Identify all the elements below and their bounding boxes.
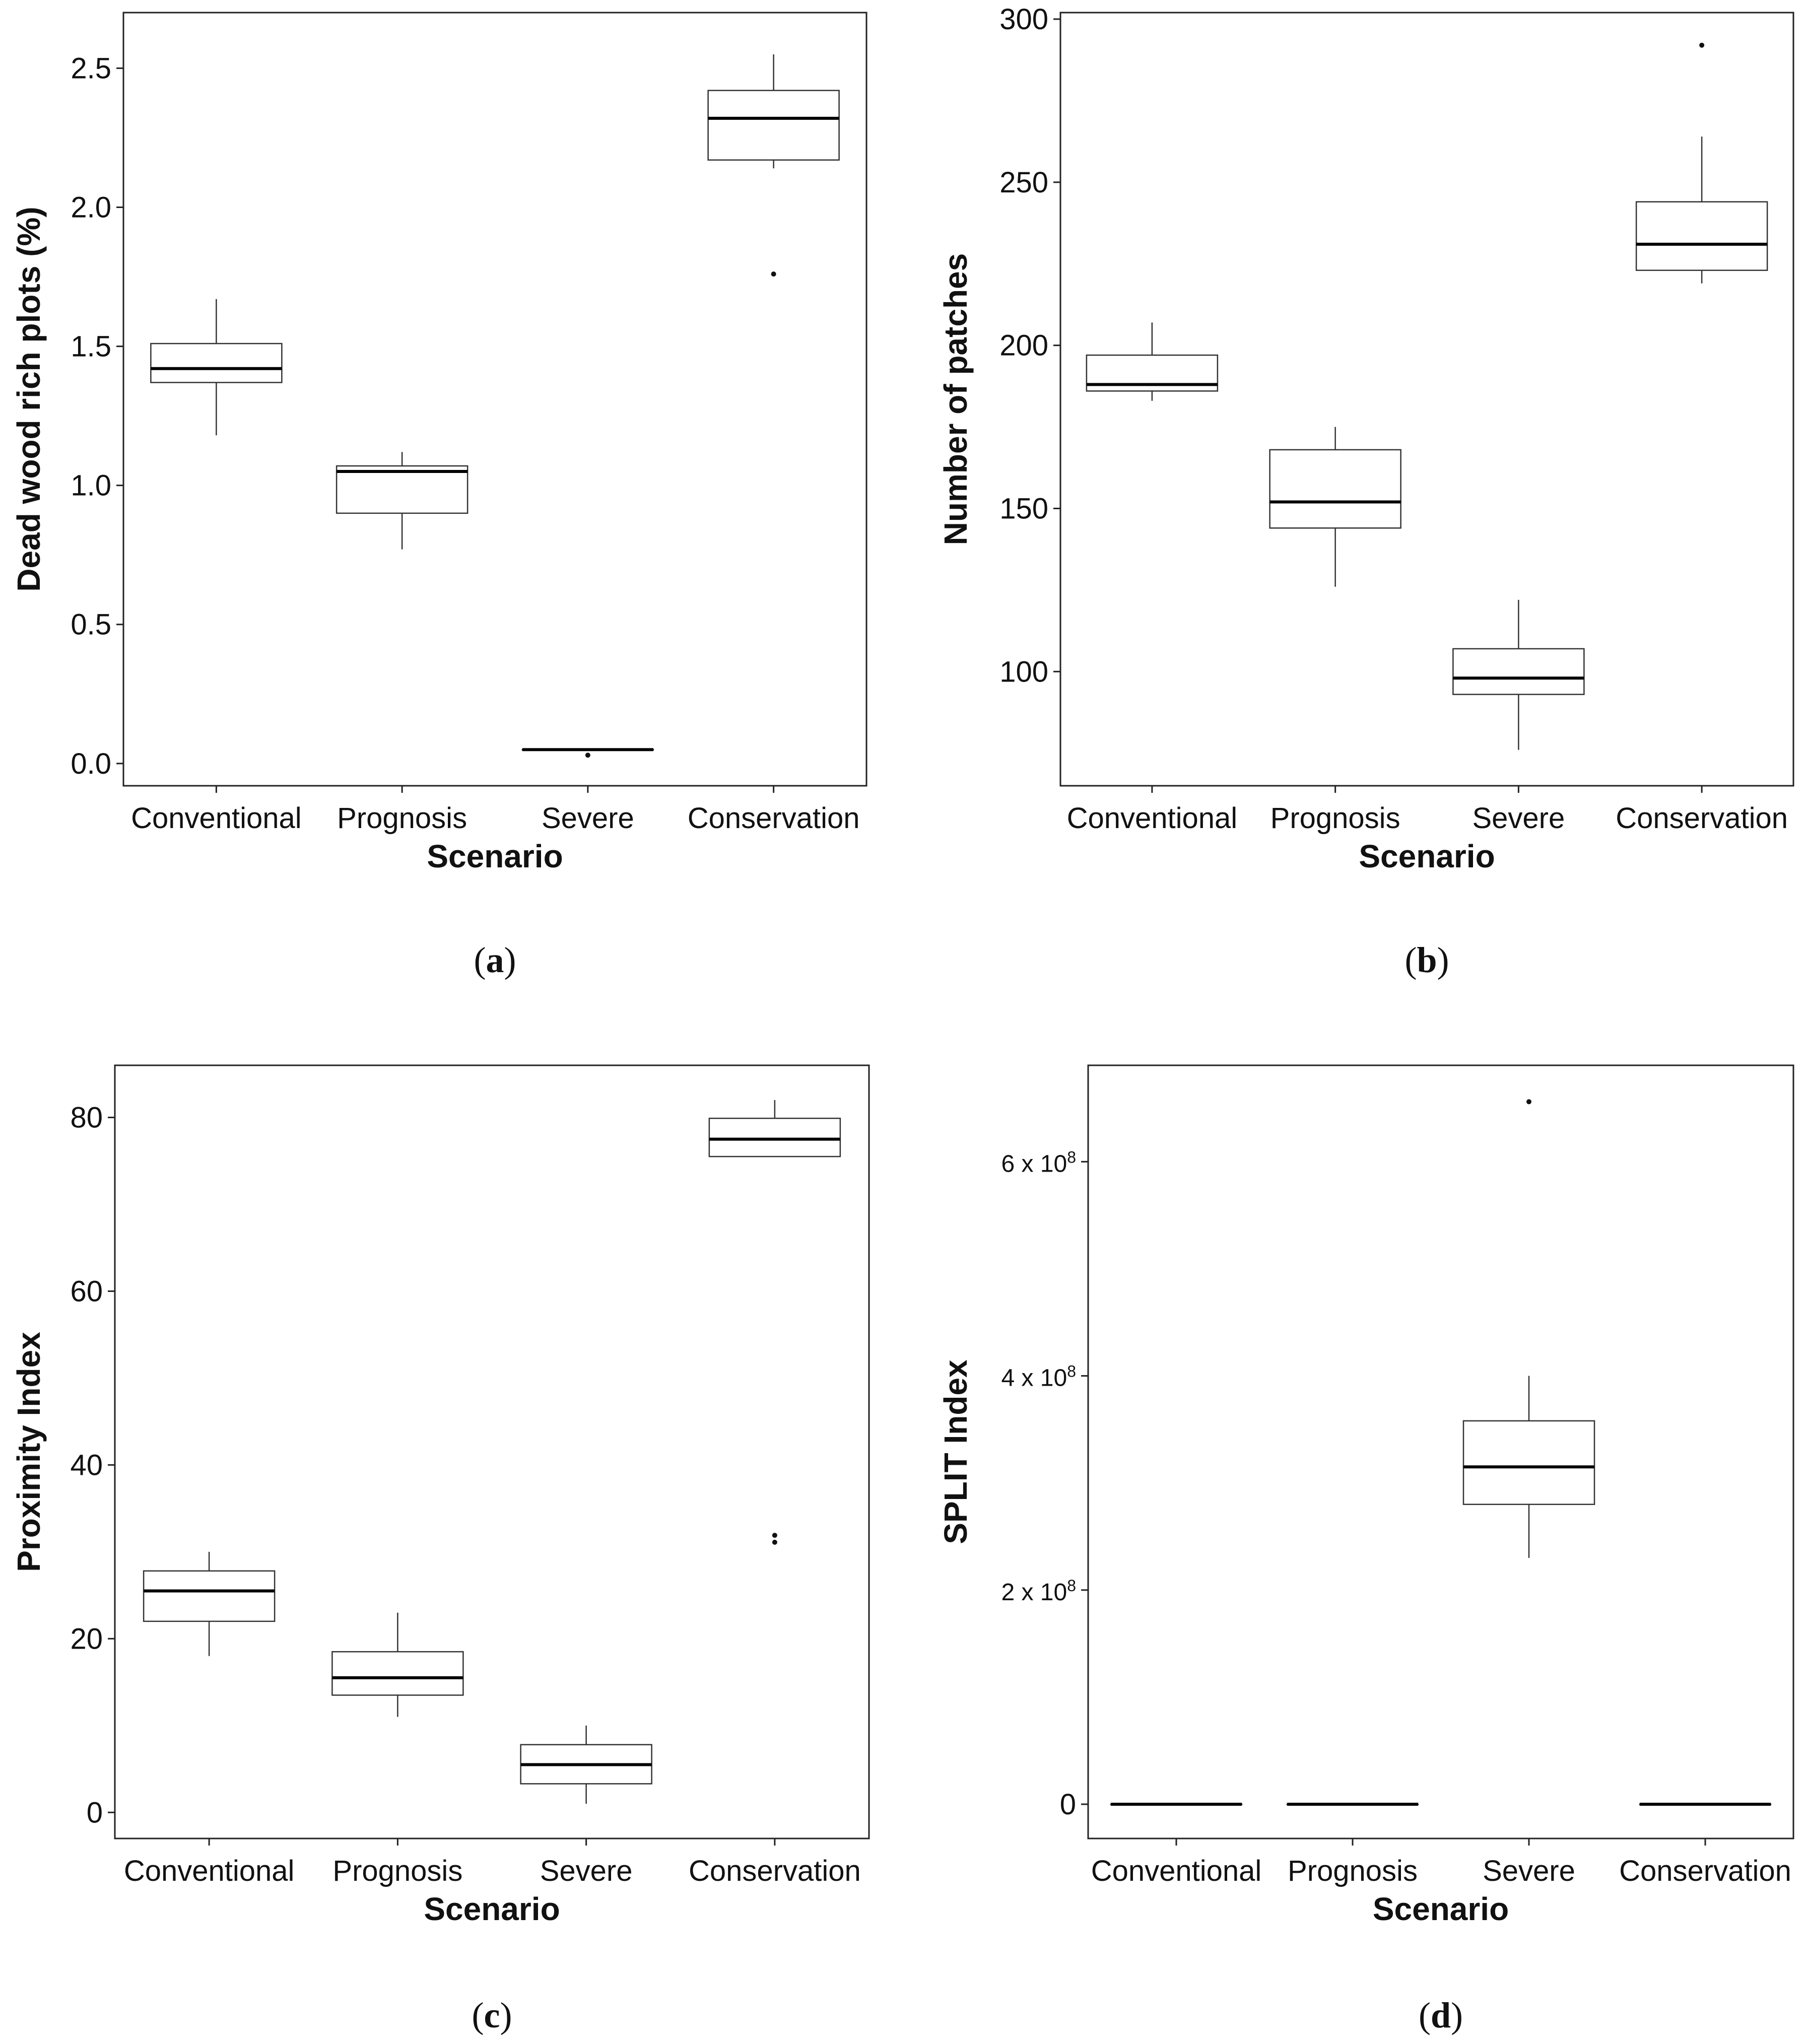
y-axis-title: Number of patches <box>938 253 974 546</box>
box-iqr <box>708 1117 841 1157</box>
x-tick-label: Conventional <box>131 802 302 835</box>
box-iqr <box>336 465 469 514</box>
y-tick-exponent: 8 <box>1067 1577 1076 1595</box>
x-tick-label: Conservation <box>1616 802 1788 835</box>
y-tick-label: 100 <box>999 655 1048 688</box>
panel-caption: (d) <box>1419 1995 1463 2035</box>
outlier-point <box>585 753 590 758</box>
x-axis-title: Scenario <box>427 838 563 874</box>
y-axis-title: SPLIT Index <box>938 1359 974 1544</box>
y-tick-label: 80 <box>70 1101 103 1134</box>
box-conservation <box>708 1100 841 1545</box>
box-iqr <box>707 90 840 161</box>
x-tick-label: Prognosis <box>1270 802 1400 835</box>
x-tick-label: Conservation <box>689 1855 861 1887</box>
y-tick-exponent: 8 <box>1067 1362 1076 1381</box>
y-tick-label: 60 <box>70 1275 103 1308</box>
panel-letter: c <box>484 1995 500 2035</box>
box-iqr <box>150 343 283 383</box>
x-tick-label: Conventional <box>1067 802 1238 835</box>
x-tick-label: Severe <box>1472 802 1565 835</box>
y-tick-label: 0 <box>1060 1788 1076 1821</box>
panel-caption: (b) <box>1404 940 1449 980</box>
box-conventional <box>143 1551 276 1656</box>
box-iqr <box>331 1651 464 1696</box>
panel-d: 0 2 x 108 4 x 108 6 x 108 Conventional Progno… <box>938 1064 1794 2035</box>
y-tick-label: 300 <box>999 3 1048 36</box>
y-tick-label: 40 <box>70 1449 103 1481</box>
panel-c: 0 20 40 60 80 Conventional Prognosis Severe Cons… <box>11 1064 870 2035</box>
box-iqr <box>1452 648 1585 695</box>
box-prognosis <box>1286 1802 1419 1806</box>
box-severe <box>1452 599 1585 750</box>
y-tick-label: 250 <box>999 166 1048 199</box>
x-tick-label: Conventional <box>124 1855 295 1887</box>
outlier-point <box>772 1533 777 1538</box>
panel-letter: a <box>486 940 504 980</box>
y-tick-label: 150 <box>999 492 1048 525</box>
plot-frame <box>122 12 867 787</box>
box-prognosis <box>331 1612 464 1717</box>
x-axis-title: Scenario <box>1373 1891 1509 1927</box>
y-tick-exponent: 8 <box>1067 1148 1076 1166</box>
x-tick-label: Prognosis <box>337 802 467 835</box>
plot-frame <box>1059 12 1794 787</box>
box-iqr <box>143 1570 276 1622</box>
panel-caption: (c) <box>472 1995 512 2035</box>
x-axis-title: Scenario <box>1359 838 1495 874</box>
box-prognosis <box>1269 427 1401 587</box>
box-conventional <box>1110 1802 1243 1806</box>
y-tick-label: 20 <box>70 1622 103 1655</box>
box-severe <box>520 1725 652 1804</box>
y-tick-label: 0 <box>87 1796 103 1829</box>
y-tick-label: 6 x 108 <box>1001 1148 1076 1177</box>
box-conventional <box>1086 322 1219 401</box>
y-tick-label: 1.0 <box>71 469 111 502</box>
x-tick-label: Severe <box>542 802 634 835</box>
x-tick-label: Severe <box>540 1855 633 1887</box>
outlier-point <box>772 1539 777 1545</box>
outlier-point <box>771 271 776 277</box>
box-conventional <box>150 299 283 436</box>
x-tick-label: Conservation <box>688 802 860 835</box>
y-tick-label: 2.5 <box>71 52 111 85</box>
plot-frame <box>1087 1064 1794 1839</box>
y-tick-label: 0.5 <box>71 608 111 641</box>
y-tick-label: 4 x 108 <box>1001 1362 1076 1392</box>
y-axis-title: Proximity Index <box>11 1332 47 1572</box>
x-tick-label: Severe <box>1483 1855 1575 1887</box>
box-prognosis <box>336 452 469 550</box>
y-tick-label: 1.5 <box>71 330 111 363</box>
outlier-point <box>1526 1099 1531 1105</box>
y-tick-label: 200 <box>999 329 1048 362</box>
y-tick-label: 2.0 <box>71 191 111 224</box>
panel-letter: d <box>1431 1995 1451 2035</box>
box-conservation <box>1635 42 1768 284</box>
outlier-point <box>1699 42 1705 48</box>
box-severe <box>1462 1099 1595 1558</box>
panel-letter: b <box>1417 940 1437 980</box>
x-tick-label: Prognosis <box>1288 1855 1418 1887</box>
box-iqr <box>1635 201 1768 271</box>
box-conservation <box>707 54 840 277</box>
box-iqr <box>1269 449 1401 529</box>
x-axis-title: Scenario <box>424 1891 560 1927</box>
panel-b: 100 150 200 250 300 Conventional Prognosis Seve… <box>938 3 1794 980</box>
box-iqr <box>1462 1420 1595 1505</box>
y-tick-label: 0.0 <box>71 747 111 780</box>
y-axis-title: Dead wood rich plots (%) <box>11 207 47 591</box>
x-tick-label: Prognosis <box>332 1855 462 1887</box>
panel-caption: (a) <box>474 940 516 980</box>
x-tick-label: Conservation <box>1619 1855 1791 1887</box>
plot-frame <box>114 1064 870 1839</box>
box-severe <box>521 748 654 758</box>
y-tick-label: 2 x 108 <box>1001 1577 1076 1606</box>
box-conservation <box>1639 1802 1772 1806</box>
x-tick-label: Conventional <box>1091 1855 1262 1887</box>
